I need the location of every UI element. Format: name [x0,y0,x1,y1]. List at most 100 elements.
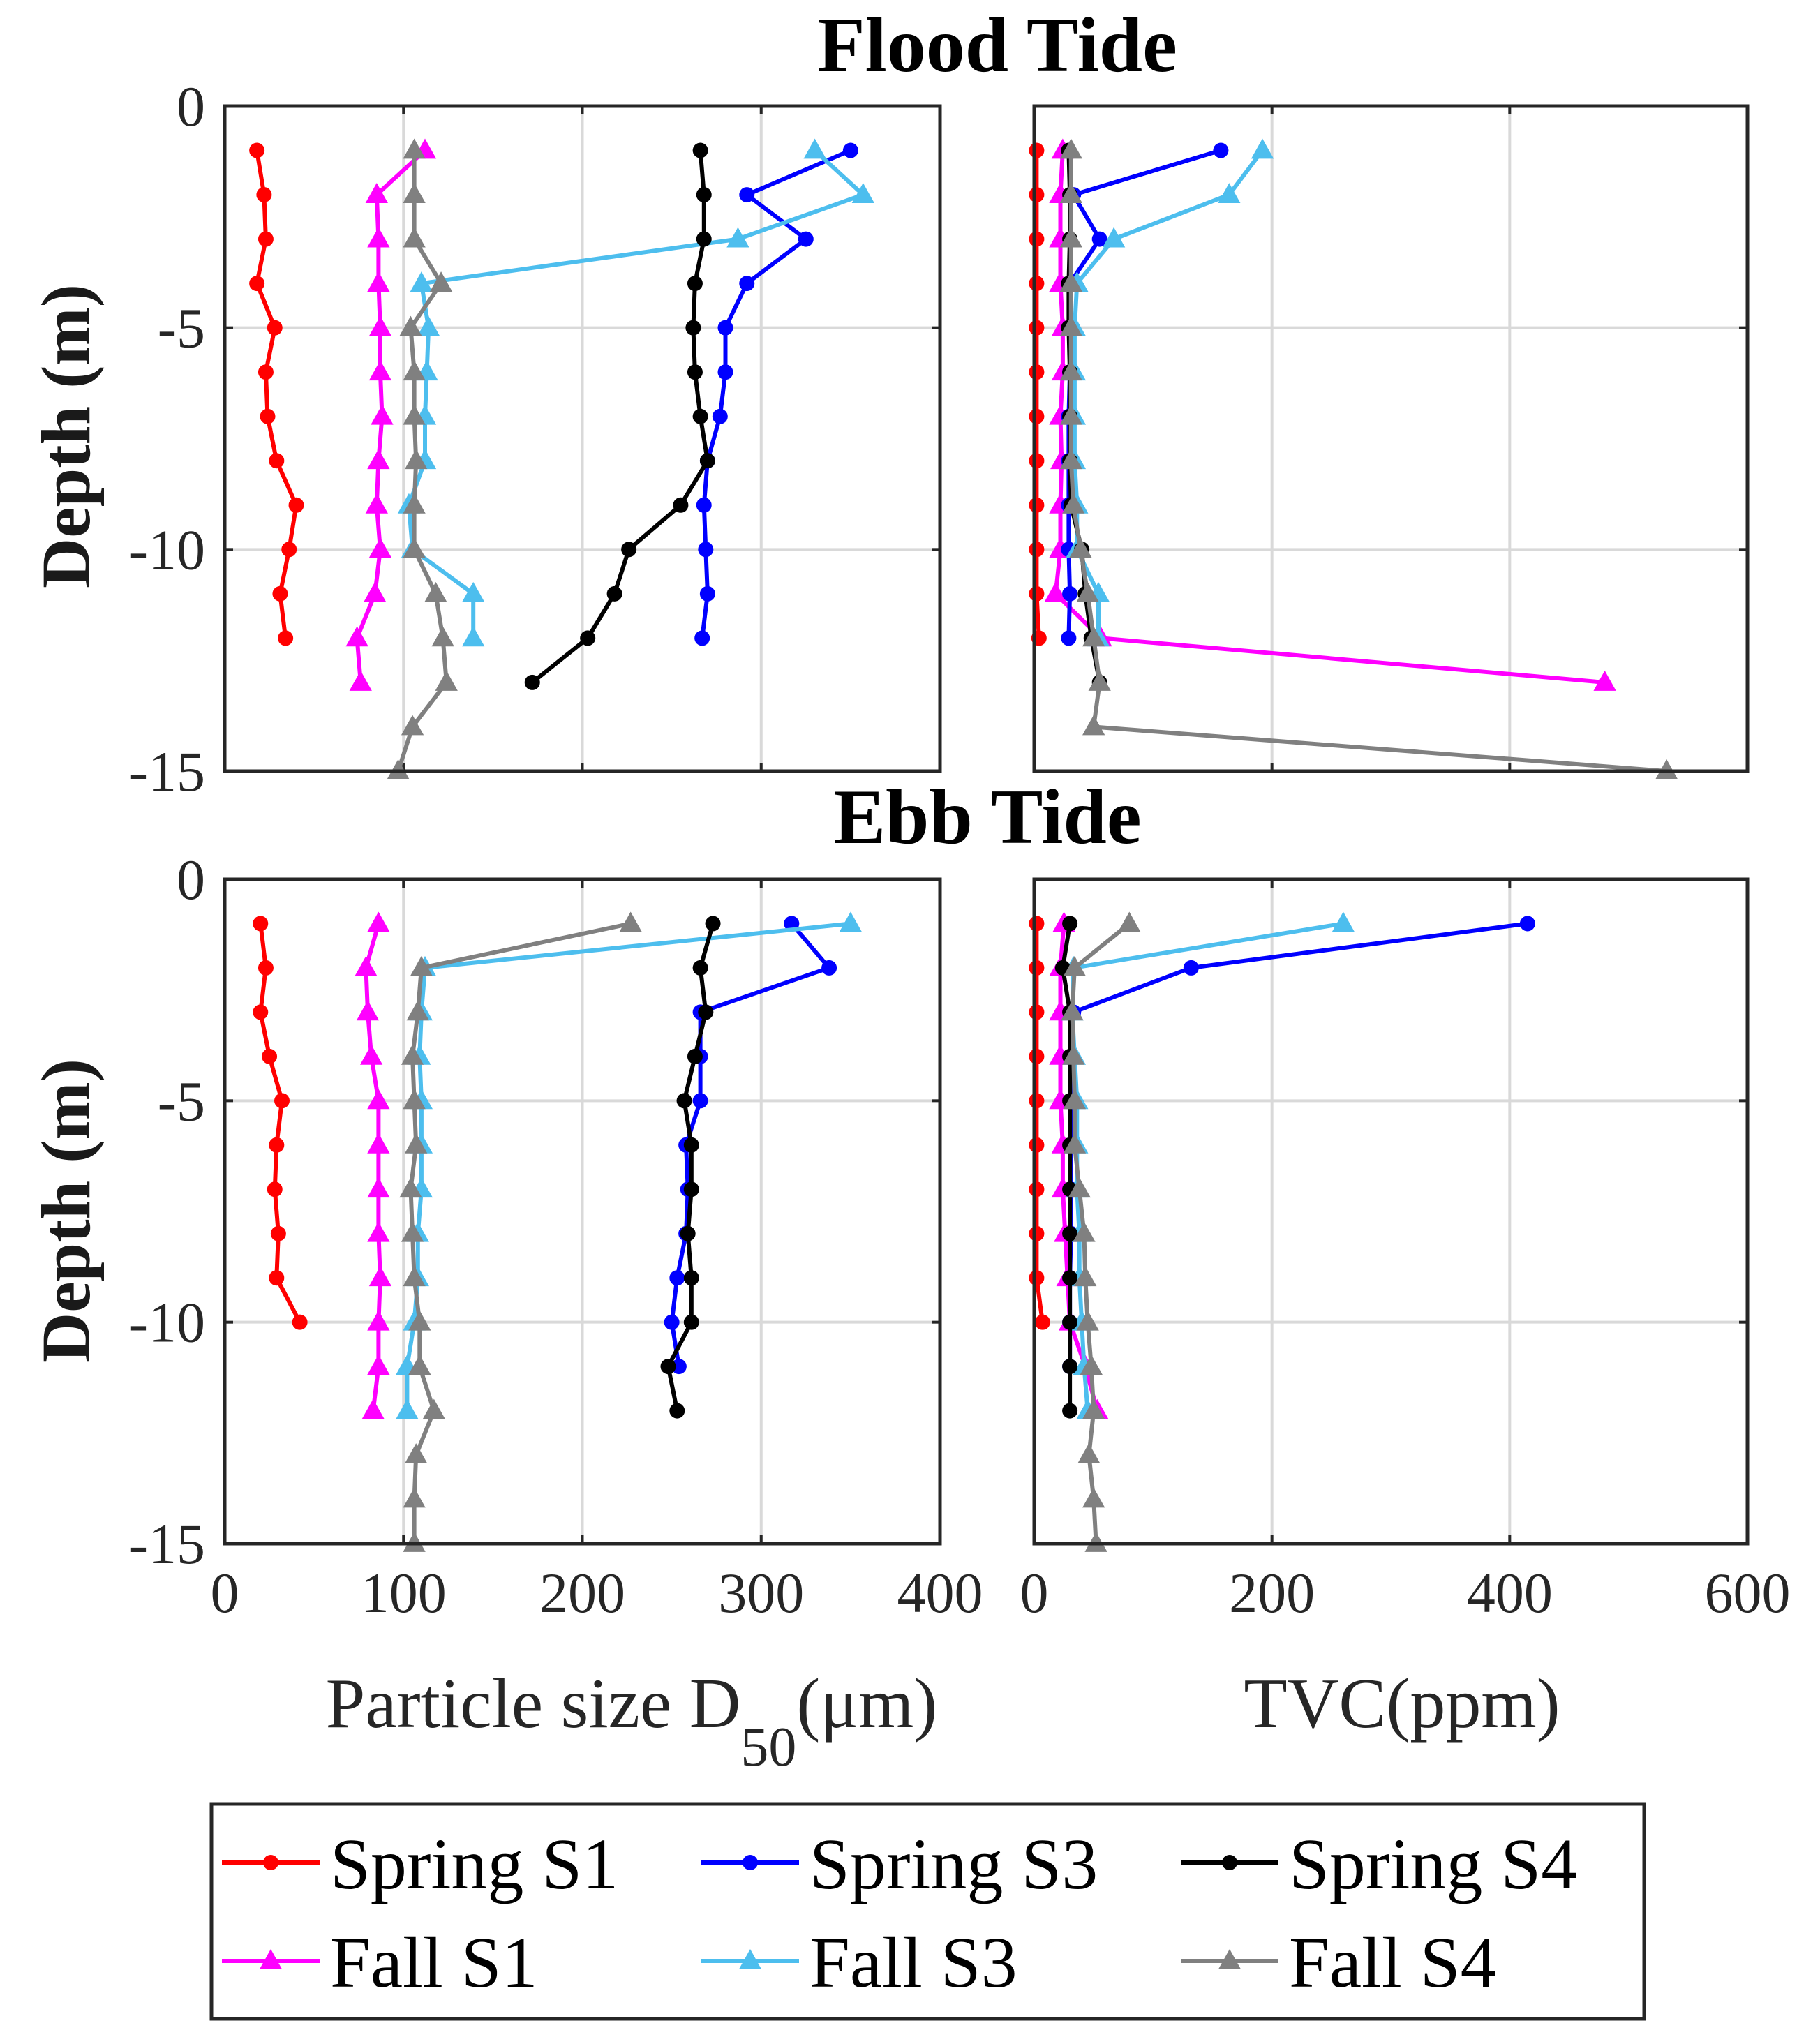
flood-size-point-spring-s1 [258,231,274,247]
ebb-size-point-fall-s4 [619,911,642,932]
ebb-size-tick-label-x: 200 [539,1561,625,1625]
legend: Spring S1 Spring S3 Spring S4 Fall S1 Fall S… [209,1802,1646,2021]
legend-entry-spring-s3: Spring S3 [701,1824,1098,1904]
flood-size-point-spring-s1 [269,453,285,469]
legend-entry-fall-s4: Fall S4 [1181,1923,1497,2003]
ebb-size-point-spring-s1 [269,1270,285,1286]
flood-size-point-spring-s3 [739,187,755,203]
legend-marker-fall-s3 [738,1949,762,1969]
flood-tvc-point-spring-s1 [1029,497,1045,513]
flood-tvc-line-spring-s1 [1034,150,1041,639]
legend-label-fall-s3: Fall S3 [810,1923,1017,2003]
flood-size-point-spring-s3 [694,630,710,646]
flood-size-point-spring-s1 [288,497,304,513]
flood-size-point-spring-s4 [687,276,703,292]
ebb-size-series-spring-s1 [253,916,308,1330]
ebb-size-point-fall-s1 [356,1000,380,1021]
ebb-size-point-fall-s3 [396,1398,419,1419]
flood-size-point-spring-s3 [842,142,858,158]
ebb-tvc-point-spring-s4 [1062,1359,1078,1375]
flood-tvc-point-spring-s1 [1029,453,1045,469]
ebb-size-point-fall-s1 [361,1398,385,1419]
flood-size-point-spring-s4 [685,320,701,336]
ebb-tvc-point-fall-s4 [1082,1487,1105,1508]
flood-tvc-point-fall-s4 [1059,315,1082,336]
ebb-size-point-fall-s4 [422,1398,445,1419]
flood-size-point-spring-s4 [580,630,596,646]
flood-size-point-fall-s1 [367,271,390,292]
panel-ebb-size: 0-5-10-150 100 200 300 400 [129,848,983,1625]
ebb-size-point-spring-s4 [669,1403,685,1419]
ebb-tvc-point-spring-s4 [1062,916,1078,932]
size-x-axis-label-main: Particle size D [326,1664,741,1743]
legend-entry-spring-s1: Spring S1 [222,1824,618,1904]
flood-tvc-point-spring-s1 [1029,231,1045,247]
flood-size-point-fall-s1 [365,183,388,203]
panel-ebb-tvc: 0 200 400 600 [1020,877,1791,1625]
flood-size-point-spring-s1 [256,187,272,203]
ebb-size-point-fall-s4 [403,1089,426,1110]
ebb-tvc-point-spring-s1 [1029,916,1045,932]
ebb-tvc-series-fall-s4 [1061,911,1141,1552]
ebb-size-point-fall-s4 [403,1266,426,1287]
flood-size-point-spring-s3 [696,497,712,513]
ebb-size-point-fall-s1 [367,1355,390,1375]
flood-size-point-fall-s1 [367,227,390,248]
flood-size-point-spring-s3 [698,542,714,558]
legend-label-fall-s4: Fall S4 [1289,1923,1497,2003]
flood-size-point-spring-s3 [699,585,715,602]
ebb-size-point-fall-s1 [367,1310,390,1331]
ebb-size-point-spring-s4 [683,1270,699,1286]
legend-marker-spring-s1 [263,1855,278,1870]
flood-size-point-fall-s4 [431,626,454,647]
flood-size-point-fall-s1 [349,670,372,691]
ebb-tvc-point-spring-s1 [1029,1004,1045,1020]
ebb-size-point-fall-s1 [355,955,378,976]
flood-size-tick-label-y: -10 [129,518,205,581]
ebb-size-point-fall-s4 [406,1000,429,1021]
flood-size-point-spring-s3 [717,364,733,380]
flood-size-point-spring-s3 [717,320,733,336]
ebb-tvc-point-fall-s4 [1074,1266,1097,1287]
ebb-size-point-spring-s1 [267,1181,283,1197]
legend-label-spring-s4: Spring S4 [1289,1824,1577,1904]
flood-size-point-spring-s4 [524,674,540,690]
flood-size-series-spring-s3 [694,142,858,646]
flood-size-point-fall-s3 [417,315,440,336]
ebb-tvc-point-spring-s3 [1183,960,1199,976]
flood-size-point-fall-s3 [462,581,485,602]
ebb-tvc-point-spring-s1 [1029,1093,1045,1109]
flood-size-point-fall-s1 [345,626,368,647]
flood-size-point-fall-s3 [803,138,826,159]
legend-entry-spring-s4: Spring S4 [1181,1824,1577,1904]
ebb-size-point-fall-s1 [367,1089,390,1110]
flood-size-point-spring-s1 [249,276,265,292]
flood-size-point-spring-s4 [696,231,712,247]
flood-tvc-point-spring-s3 [1091,231,1107,247]
flood-size-point-fall-s1 [368,360,392,381]
ebb-tvc-axes-frame [1032,877,1750,1546]
flood-size-axes-frame [223,104,942,773]
ebb-tvc-point-spring-s1 [1029,1181,1045,1197]
flood-tvc-point-fall-s4 [1088,670,1111,691]
legend-label-spring-s3: Spring S3 [810,1824,1098,1904]
flood-tvc-point-spring-s1 [1029,320,1045,336]
ebb-size-tick-label-y: -10 [129,1291,205,1355]
ebb-size-point-fall-s4 [405,1133,428,1154]
flood-size-point-fall-s4 [401,715,424,736]
ebb-tvc-tick-label-x: 400 [1467,1561,1553,1625]
flood-tvc-point-fall-s4 [1059,271,1082,292]
flood-size-point-fall-s4 [403,360,426,381]
flood-tvc-point-spring-s1 [1029,585,1045,602]
ebb-tvc-point-spring-s4 [1062,1225,1078,1241]
flood-size-point-fall-s4 [403,537,426,558]
flood-tvc-point-spring-s1 [1029,542,1045,558]
flood-size-point-fall-s3 [726,227,749,248]
flood-size-tick-label-y: -5 [158,297,205,360]
ebb-size-point-fall-s4 [408,1355,431,1375]
flood-tvc-point-fall-s4 [1059,138,1082,159]
ebb-size-point-fall-s4 [405,1443,428,1463]
legend-marker-spring-s3 [743,1855,758,1870]
flood-tvc-point-fall-s3 [1218,183,1241,203]
